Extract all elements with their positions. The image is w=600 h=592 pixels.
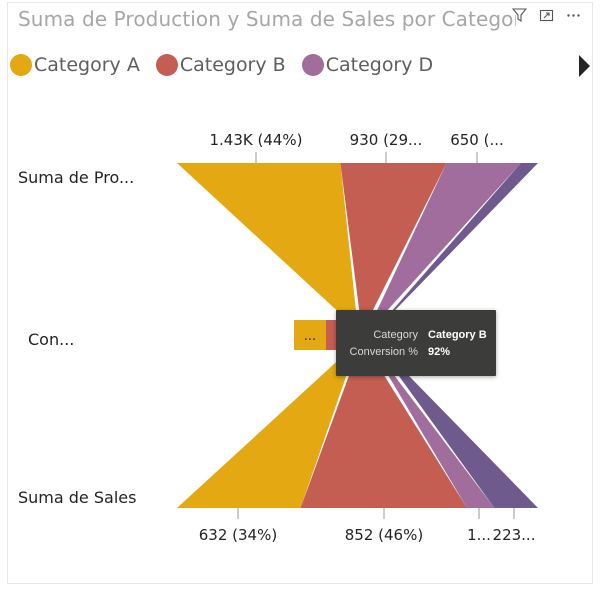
chevron-right-icon[interactable] [579,55,590,77]
tooltip-value: Category B [428,329,487,341]
data-label-top: 650 (... [450,131,504,149]
tooltip-row-category: Category Category B [336,329,496,341]
stage-label: Suma de Pro... [18,168,134,187]
funnel-segment-sales [370,336,538,508]
funnel-segment-production [370,163,538,336]
stage-label: Con... [28,330,74,349]
legend-label: Category D [325,54,434,76]
stage-label: Suma de Sales [18,488,136,507]
conversion-label: ... [304,329,316,344]
chart-title: Suma de Production y Suma de Sales por C… [18,7,516,31]
more-options-icon[interactable] [564,6,582,24]
tooltip-key: Category [373,329,418,341]
data-label-top: 930 (29... [350,131,423,149]
legend-item-category-d[interactable]: Category D [301,54,434,76]
funnel-segment-sales [300,340,468,508]
data-label-top: 1.43K (44%) [209,131,302,149]
tooltip-key: Conversion % [349,346,418,358]
funnel-segment-production [340,163,447,332]
tooltip-row-conversion: Conversion % 92% [336,346,496,358]
funnel-segment-sales [177,342,358,508]
legend-swatch [155,54,178,76]
funnel-segment-production [177,163,358,330]
funnel-segment-production [366,163,521,334]
legend-item-category-a[interactable]: Category A [10,54,140,76]
conversion-bar [294,320,326,350]
data-label-bottom: 852 (46%) [345,526,423,544]
legend-swatch [301,54,324,76]
tooltip-value: 92% [428,346,451,358]
legend-swatch [10,54,32,76]
visual-header-icons [510,6,582,24]
tooltip: Category Category B Conversion % 92% [336,310,496,376]
focus-mode-icon[interactable] [537,6,555,24]
data-label-bottom: 223... [493,526,536,544]
legend-item-category-b[interactable]: Category B [155,54,286,76]
legend-label: Category A [34,54,140,76]
legend-label: Category B [179,54,286,76]
data-label-bottom: 1... [467,526,491,544]
filter-icon[interactable] [510,6,528,24]
funnel-segment-sales [366,338,495,508]
legend: Category A Category B Category D [10,54,449,76]
data-label-bottom: 632 (34%) [199,526,277,544]
